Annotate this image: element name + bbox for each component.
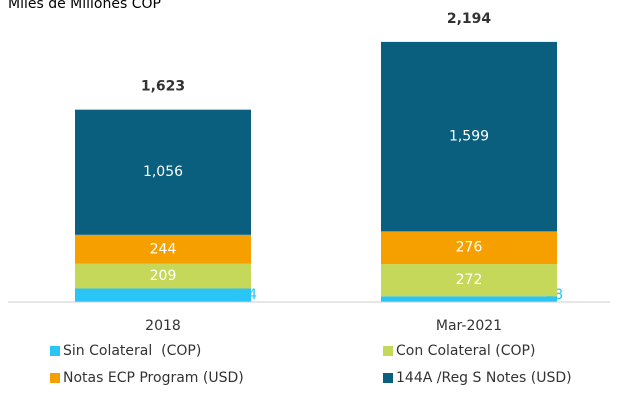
legend-label: Con Colateral (COP) bbox=[396, 343, 535, 359]
chart-title: Miles de Millones COP bbox=[8, 0, 161, 12]
data-label: 1,599 bbox=[449, 129, 489, 145]
x-tick-label: Mar-2021 bbox=[436, 318, 502, 334]
bar-segment bbox=[75, 109, 251, 235]
total-label: 2,194 bbox=[447, 11, 492, 27]
data-label: 114 bbox=[230, 287, 257, 303]
bar-segment bbox=[381, 296, 557, 302]
legend-swatch bbox=[50, 346, 60, 356]
total-label: 1,623 bbox=[141, 79, 185, 95]
bar-segment bbox=[381, 264, 557, 297]
data-label: 276 bbox=[456, 240, 483, 256]
data-label: 244 bbox=[150, 241, 177, 257]
legend-label: 144A /Reg S Notes (USD) bbox=[396, 370, 572, 386]
data-label: 209 bbox=[150, 268, 177, 284]
legend-swatch bbox=[50, 373, 60, 383]
data-label: 272 bbox=[456, 272, 483, 288]
bar-segment bbox=[381, 231, 557, 265]
legend-swatch bbox=[383, 373, 393, 383]
bar-segment bbox=[75, 288, 251, 302]
legend-label: Sin Colateral (COP) bbox=[63, 343, 201, 359]
bar-segment bbox=[381, 41, 557, 232]
bar-segment bbox=[75, 234, 251, 264]
legend-swatch bbox=[383, 346, 393, 356]
legend-label: Notas ECP Program (USD) bbox=[63, 370, 244, 386]
bar-segment bbox=[75, 263, 251, 289]
x-tick-label: 2018 bbox=[145, 318, 181, 334]
data-label: 1,056 bbox=[143, 164, 183, 180]
